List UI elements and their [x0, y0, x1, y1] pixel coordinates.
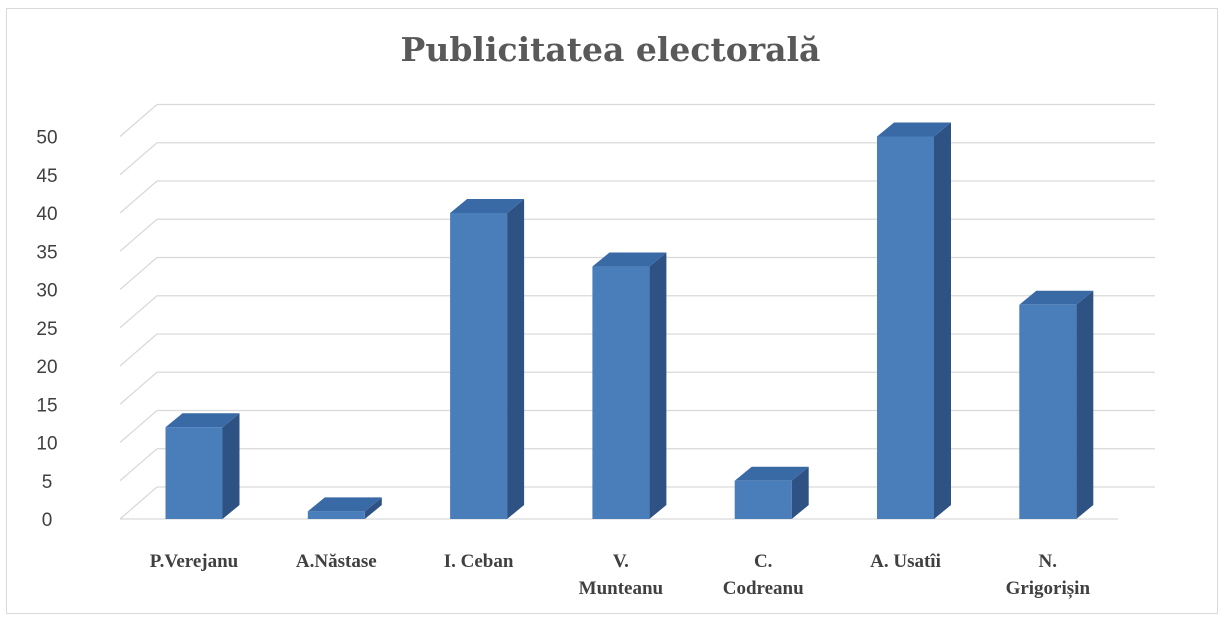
y-tick-label: 25: [36, 319, 57, 340]
x-tick-label: P.Verejanu: [150, 551, 239, 572]
bar-top: [450, 199, 525, 213]
bar-top: [1019, 290, 1094, 305]
y-tick-label: 15: [36, 395, 57, 416]
bar: [307, 511, 365, 519]
y-tick-label: 0: [42, 510, 53, 531]
gridline-diagonal: [119, 180, 158, 214]
bar: [734, 480, 792, 519]
y-tick-label: 45: [36, 166, 57, 187]
y-tick-label: 10: [36, 434, 57, 455]
gridline-diagonal: [119, 371, 158, 405]
bar-top: [877, 122, 951, 137]
x-tick-label: A.Năstase: [296, 551, 377, 572]
gridline-diagonal: [119, 448, 158, 482]
bar-side: [934, 122, 951, 519]
y-tick-label: 5: [42, 472, 53, 493]
y-tick-label: 30: [36, 281, 57, 302]
bar-side: [649, 252, 667, 520]
y-tick-label: 20: [36, 357, 57, 378]
y-tick-label: 50: [36, 128, 57, 149]
x-tick-label: A. Usatîi: [870, 551, 941, 572]
bar: [165, 427, 223, 519]
x-tick-label: N.: [1039, 551, 1057, 572]
chart-title: Publicitatea electorală: [400, 30, 821, 69]
bar-top: [592, 252, 667, 267]
gridline-diagonal: [119, 257, 158, 290]
y-tick-label: 35: [36, 242, 57, 263]
bar-side: [1076, 290, 1094, 519]
gridline-diagonal: [119, 333, 158, 367]
bar: [1019, 304, 1077, 519]
bar-top: [307, 497, 382, 512]
gridline-diagonal: [119, 142, 158, 176]
gridline-diagonal: [119, 295, 158, 329]
bar-side: [222, 413, 240, 519]
bar: [592, 266, 650, 519]
x-tick-label: V.: [613, 551, 629, 572]
x-tick-label: Codreanu: [723, 578, 804, 599]
gridline-diagonal: [119, 410, 158, 443]
x-tick-label: Grigorișin: [1006, 578, 1091, 599]
bar: [877, 136, 934, 519]
y-tick-label: 40: [36, 204, 57, 225]
gridline-diagonal: [119, 218, 158, 252]
bar-side: [507, 199, 525, 519]
bar-top: [734, 466, 809, 481]
gridline-diagonal: [119, 486, 158, 520]
bar-side: [364, 497, 382, 519]
x-tick-label: I. Ceban: [444, 551, 514, 572]
gridline-diagonal: [119, 104, 158, 137]
x-tick-label: C.: [754, 551, 772, 572]
x-tick-label: Munteanu: [579, 578, 664, 599]
bar-top: [165, 413, 240, 428]
bar-side: [791, 466, 809, 519]
bar: [450, 213, 508, 519]
